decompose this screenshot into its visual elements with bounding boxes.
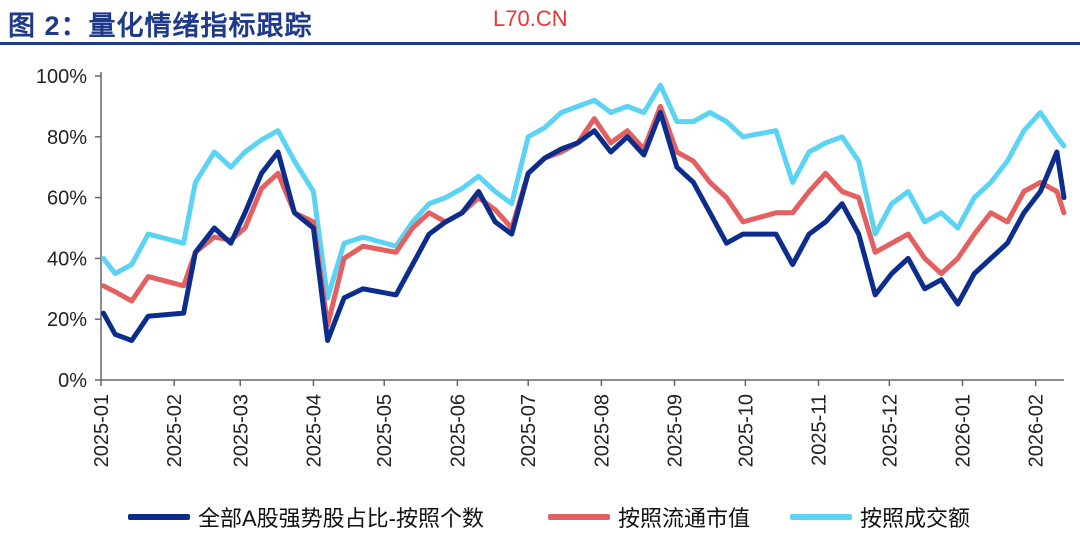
x-tick-label: 2026-02 [1026,394,1048,467]
y-tick-label: 100% [36,66,87,88]
legend-item-float-cap: 按照流通市值 [548,501,750,533]
x-tick-label: 2025-11 [809,394,831,466]
y-tick-label: 20% [47,309,87,331]
x-tick-label: 2025-12 [879,394,901,467]
x-tick-label: 2025-04 [303,394,325,467]
title-underline [0,42,1080,45]
x-tick-label: 2025-09 [665,394,687,467]
line-chart: 0% 20% 40% 60% 80% 100% 2025-01 2025-02 2025-03 2… [36,66,1067,467]
x-tick-label: 2026-01 [953,394,975,467]
y-tick-label: 60% [47,188,87,210]
watermark: L70.CN [493,6,568,31]
series-line-0 [100,110,1067,343]
legend-label-count: 全部A股强势股占比-按照个数 [198,506,485,531]
x-tick-label: 2025-10 [735,394,757,467]
legend-swatch-float-cap [548,514,610,520]
legend-label-float-cap: 按照流通市值 [618,506,751,531]
legend: 全部A股强势股占比-按照个数 按照流通市值 按照成交额 [0,495,1080,535]
series-line-2 [100,82,1067,301]
x-tick-label: 2025-07 [518,394,540,467]
legend-item-turnover: 按照成交额 [790,501,970,533]
legend-item-count: 全部A股强势股占比-按照个数 [128,501,484,533]
legend-swatch-count [128,514,190,520]
y-tick-label: 0% [58,370,87,392]
x-tick-label: 2025-03 [230,394,252,467]
x-tick-label: 2025-08 [591,394,613,467]
legend-label-turnover: 按照成交额 [860,506,971,531]
legend-swatch-turnover [790,514,852,520]
chart-title: 图 2：量化情绪指标跟踪 [8,11,313,41]
series-line-1 [100,103,1067,328]
x-tick-label: 2025-01 [91,394,113,467]
x-tick-label: 2025-05 [374,394,396,467]
header: 图 2：量化情绪指标跟踪 L70.CN [0,0,1080,45]
x-tick-label: 2025-06 [447,394,469,467]
y-tick-label: 40% [47,248,87,270]
x-tick-label: 2025-02 [164,394,186,467]
y-tick-label: 80% [47,127,87,149]
